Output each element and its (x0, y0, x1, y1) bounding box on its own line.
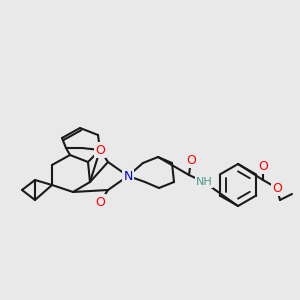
Text: O: O (272, 182, 282, 194)
Text: N: N (123, 169, 133, 182)
Text: O: O (95, 143, 105, 157)
Text: O: O (258, 160, 268, 172)
Text: NH: NH (196, 177, 212, 187)
Text: O: O (95, 196, 105, 208)
Text: O: O (186, 154, 196, 166)
